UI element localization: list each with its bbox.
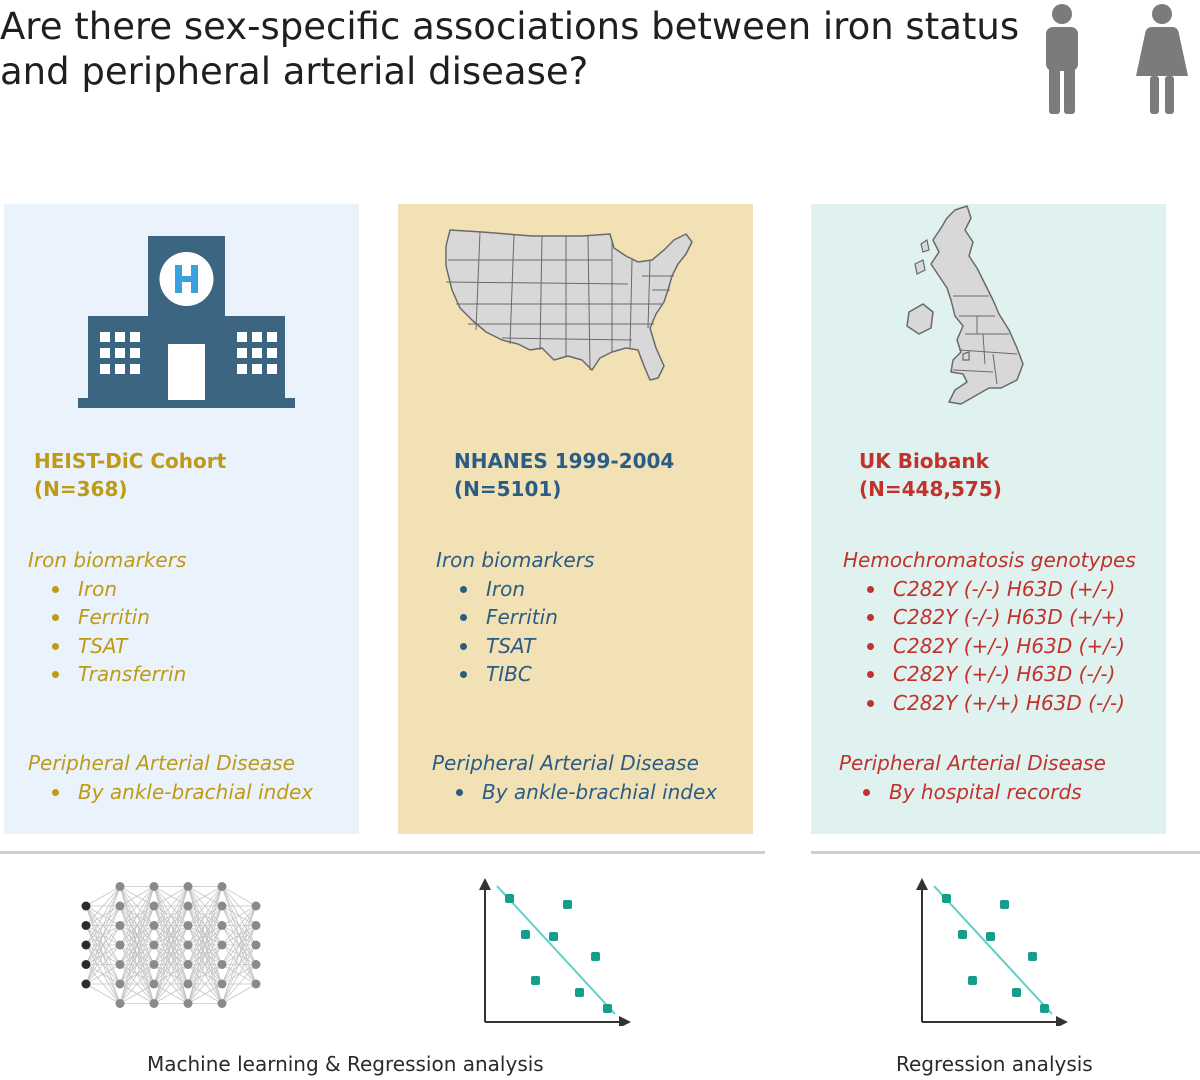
nn-node xyxy=(183,999,193,1008)
biomarker-item: TSAT xyxy=(28,632,186,661)
uk-map-icon xyxy=(893,204,1033,414)
pad-section: Peripheral Arterial Disease By ankle-bra… xyxy=(432,749,717,806)
genotypes-heading: Hemochromatosis genotypes xyxy=(843,548,1136,572)
uk-biobank-panel: UK Biobank (N=448,575) Hemochromatosis g… xyxy=(811,204,1166,834)
method-label-right: Regression analysis xyxy=(896,1052,1093,1076)
nn-node xyxy=(149,901,159,911)
nn-node xyxy=(251,921,261,930)
nn-node xyxy=(217,882,227,891)
title: Are there sex-specific associations betw… xyxy=(0,5,1020,93)
pad-item: By ankle-brachial index xyxy=(28,778,313,807)
nn-node xyxy=(115,901,125,911)
nn-node xyxy=(183,940,193,950)
nn-node xyxy=(251,979,261,989)
cohort-heading: UK Biobank (N=448,575) xyxy=(859,447,1002,503)
nn-node xyxy=(149,999,159,1008)
pad-section: Peripheral Arterial Disease By hospital … xyxy=(839,749,1106,806)
regression-scatter-icon xyxy=(475,876,637,1026)
biomarkers-section: Iron biomarkers Iron Ferritin TSAT TIBC xyxy=(436,546,594,689)
nn-node xyxy=(81,921,91,930)
nhanes-panel: NHANES 1999-2004 (N=5101) Iron biomarker… xyxy=(398,204,753,834)
nn-node xyxy=(217,901,227,911)
divider-right xyxy=(811,851,1200,854)
nn-node xyxy=(149,940,159,950)
nn-node xyxy=(183,901,193,911)
nn-node xyxy=(251,960,261,969)
hospital-building-icon xyxy=(74,236,299,408)
nn-node xyxy=(183,979,193,989)
nn-node xyxy=(115,999,125,1008)
nn-node xyxy=(217,940,227,950)
nn-node xyxy=(251,940,261,950)
biomarkers-section: Iron biomarkers Iron Ferritin TSAT Trans… xyxy=(28,546,186,689)
heist-dic-panel: HEIST-DiC Cohort (N=368) Iron biomarkers… xyxy=(4,204,359,834)
pad-heading: Peripheral Arterial Disease xyxy=(432,751,699,775)
pad-heading: Peripheral Arterial Disease xyxy=(839,751,1106,775)
biomarker-item: TIBC xyxy=(436,660,594,689)
cohort-size: (N=5101) xyxy=(454,477,562,501)
regression-scatter-icon xyxy=(912,876,1074,1026)
nn-node xyxy=(115,960,125,969)
genotype-item: C282Y (+/-) H63D (-/-) xyxy=(843,660,1136,689)
biomarker-item: TSAT xyxy=(436,632,594,661)
nn-node xyxy=(251,901,261,911)
nn-node xyxy=(217,999,227,1008)
usa-map-icon xyxy=(442,220,702,400)
divider-left xyxy=(0,851,765,854)
nn-node xyxy=(183,882,193,891)
nn-node xyxy=(217,979,227,989)
biomarker-item: Iron xyxy=(28,575,186,604)
nn-node xyxy=(149,882,159,891)
nn-node xyxy=(115,921,125,930)
nn-node xyxy=(81,979,91,989)
pad-item: By ankle-brachial index xyxy=(432,778,717,807)
genotype-item: C282Y (-/-) H63D (+/-) xyxy=(843,575,1136,604)
nn-node xyxy=(115,979,125,989)
biomarker-item: Transferrin xyxy=(28,660,186,689)
cohort-heading: HEIST-DiC Cohort (N=368) xyxy=(34,447,226,503)
nn-node xyxy=(149,921,159,930)
method-label-left: Machine learning & Regression analysis xyxy=(147,1052,544,1076)
pad-section: Peripheral Arterial Disease By ankle-bra… xyxy=(28,749,313,806)
nn-node xyxy=(217,921,227,930)
cohort-size: (N=448,575) xyxy=(859,477,1002,501)
neural-network-icon xyxy=(70,870,270,1020)
pad-heading: Peripheral Arterial Disease xyxy=(28,751,295,775)
cohort-size: (N=368) xyxy=(34,477,128,501)
nn-node xyxy=(149,979,159,989)
genotype-item: C282Y (-/-) H63D (+/+) xyxy=(843,603,1136,632)
nn-node xyxy=(115,940,125,950)
male-female-people-icon xyxy=(1030,2,1200,117)
biomarker-item: Ferritin xyxy=(436,603,594,632)
cohort-name: HEIST-DiC Cohort xyxy=(34,449,227,473)
nn-node xyxy=(149,960,159,969)
nn-node xyxy=(115,882,125,891)
biomarkers-heading: Iron biomarkers xyxy=(436,548,595,572)
genotype-item: C282Y (+/+) H63D (-/-) xyxy=(843,689,1136,718)
biomarker-item: Ferritin xyxy=(28,603,186,632)
nn-node xyxy=(81,960,91,969)
cohort-name: NHANES 1999-2004 xyxy=(454,449,675,473)
nn-node xyxy=(217,960,227,969)
cohort-name: UK Biobank xyxy=(859,449,989,473)
biomarkers-heading: Iron biomarkers xyxy=(28,548,187,572)
nn-node xyxy=(183,960,193,969)
nn-node xyxy=(81,901,91,911)
genotypes-section: Hemochromatosis genotypes C282Y (-/-) H6… xyxy=(843,546,1136,717)
genotype-item: C282Y (+/-) H63D (+/-) xyxy=(843,632,1136,661)
biomarker-item: Iron xyxy=(436,575,594,604)
nn-node xyxy=(183,921,193,930)
pad-item: By hospital records xyxy=(839,778,1106,807)
cohort-heading: NHANES 1999-2004 (N=5101) xyxy=(454,447,674,503)
nn-node xyxy=(81,940,91,950)
